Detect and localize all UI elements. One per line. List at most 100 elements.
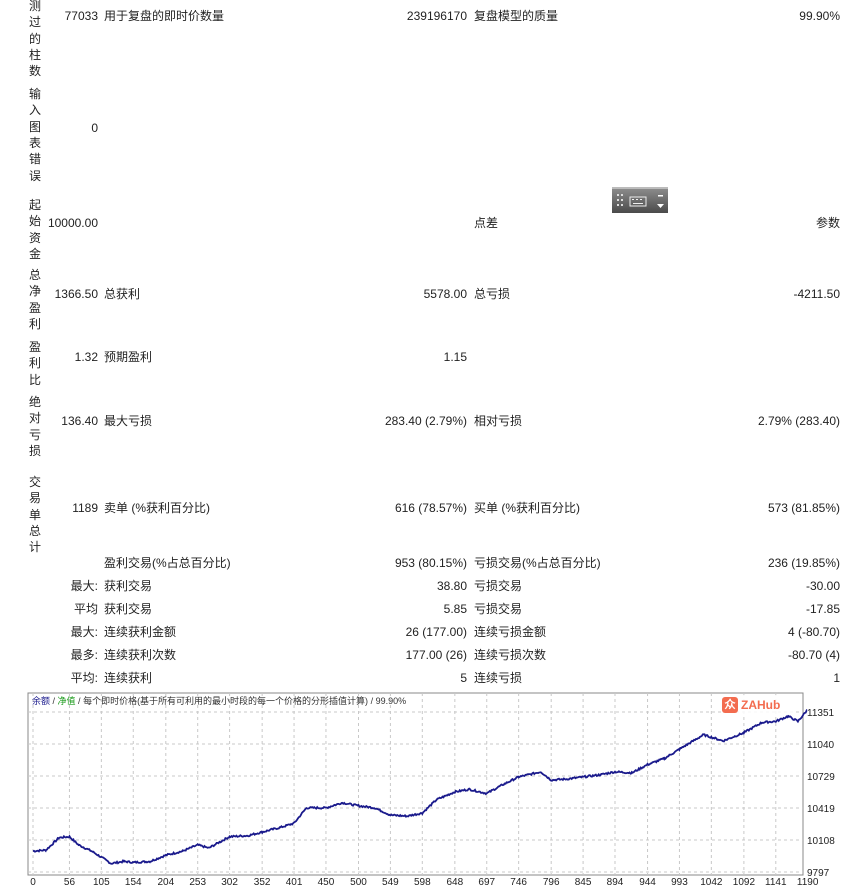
balance-line xyxy=(32,709,808,865)
col2-label: 连续获利 xyxy=(104,671,153,685)
col2-label: 最大亏损 xyxy=(104,414,153,428)
x-tick-label: 154 xyxy=(125,877,142,888)
x-tick-label: 993 xyxy=(671,877,688,888)
col3-label: 亏损交易 xyxy=(474,579,523,593)
col3-value: -17.85 xyxy=(805,602,840,616)
row-label-char: 误 xyxy=(28,168,41,183)
col3-value: 1 xyxy=(833,671,840,685)
x-tick-label: 796 xyxy=(543,877,560,888)
row-label-char: 输 xyxy=(28,87,41,101)
col2-label: 连续获利金额 xyxy=(104,625,177,639)
row-value: 136.40 xyxy=(61,414,98,428)
y-tick-label: 10419 xyxy=(807,804,835,815)
y-tick-label: 10729 xyxy=(807,772,835,783)
row-label-char: 金 xyxy=(28,246,41,261)
row-label-char: 过 xyxy=(28,15,41,30)
col2-value: 5.85 xyxy=(443,602,467,616)
row-label-char: 交 xyxy=(28,475,41,489)
row-value: 1.32 xyxy=(74,350,98,364)
x-tick-label: 56 xyxy=(64,877,76,888)
col2-label: 预期盈利 xyxy=(104,350,153,364)
legend-description: 每个即时价格(基于所有可利用的最小时段的每一个价格的分形插值计算) xyxy=(83,695,368,706)
row-value: 10000.00 xyxy=(47,216,98,230)
col3-value: 2.79% (283.40) xyxy=(757,414,840,428)
row-label-char: 利 xyxy=(28,356,41,371)
x-tick-label: 549 xyxy=(382,877,399,888)
row-label-char: 比 xyxy=(28,372,41,387)
col3-label: 复盘模型的质量 xyxy=(474,9,559,23)
row-value: 1189 xyxy=(72,501,98,515)
watermark-text: ZAHub xyxy=(741,698,781,712)
col3-label: 点差 xyxy=(474,216,499,230)
x-tick-label: 302 xyxy=(221,877,238,888)
row-value: 1366.50 xyxy=(54,287,98,301)
row-label-char: 总 xyxy=(28,268,41,282)
row-label-char: 柱 xyxy=(28,47,41,62)
col2-value: 38.80 xyxy=(436,579,467,593)
col2-value: 283.40 (2.79%) xyxy=(384,414,467,428)
x-tick-label: 450 xyxy=(318,877,335,888)
balance-chart: 11351 11040 10729 10419 10108 9797 0 56 105 154 20… xyxy=(27,692,835,888)
row-label-char: 亏 xyxy=(28,427,41,442)
x-tick-label: 500 xyxy=(350,877,367,888)
col3-value: 4 (-80.70) xyxy=(787,625,840,639)
legend-equity: 净值 xyxy=(58,695,76,706)
row-label-char: 起 xyxy=(28,198,41,212)
col3-value: -30.00 xyxy=(805,579,840,593)
col2-value: 616 (78.57%) xyxy=(394,501,467,515)
row-label-char: 损 xyxy=(28,443,41,458)
row-label-char: 的 xyxy=(28,31,41,46)
col3-value: 99.90% xyxy=(799,9,840,23)
row-label-char: 表 xyxy=(28,135,41,150)
row-label-char: 净 xyxy=(28,284,41,299)
row-label-char: 资 xyxy=(28,230,41,245)
col2-value: 5 xyxy=(460,671,467,685)
sub-row-prefix: 最大: xyxy=(70,579,98,593)
row-label-char: 易 xyxy=(28,491,41,506)
row-label-char: 始 xyxy=(28,214,41,229)
col2-value: 1.15 xyxy=(443,350,467,364)
sub-row-prefix: 最大: xyxy=(70,625,98,639)
sub-row-prefix: 平均 xyxy=(73,602,98,616)
row-label-char: 盈 xyxy=(28,340,41,354)
x-tick-label: 1092 xyxy=(733,877,756,888)
row-value: 77033 xyxy=(64,9,98,23)
col3-label: 连续亏损次数 xyxy=(474,648,547,662)
col3-label: 总亏损 xyxy=(474,287,511,301)
floating-toolbar[interactable] xyxy=(612,187,668,213)
x-tick-label: 1190 xyxy=(797,877,819,888)
watermark-logo: 众 ZAHub xyxy=(722,695,796,715)
x-tick-label: 352 xyxy=(254,877,271,888)
legend-sep: / xyxy=(76,696,84,706)
row-label-char: 利 xyxy=(28,316,41,331)
col3-label: 连续亏损金额 xyxy=(474,625,547,639)
x-tick-label: 105 xyxy=(93,877,110,888)
row-label-char: 对 xyxy=(28,411,41,426)
x-tick-label: 944 xyxy=(639,877,656,888)
col2-label: 连续获利次数 xyxy=(104,648,177,662)
keyboard-icon[interactable] xyxy=(612,189,668,213)
row-value: 0 xyxy=(91,121,98,135)
y-tick-label: 11351 xyxy=(807,708,835,719)
row-label-char: 单 xyxy=(28,507,41,522)
x-tick-label: 1042 xyxy=(700,877,723,888)
x-tick-label: 598 xyxy=(414,877,431,888)
row-label-char: 计 xyxy=(28,540,41,555)
sub-row-prefix: 最多: xyxy=(70,648,98,662)
row-label-char: 绝 xyxy=(28,395,41,409)
chart-legend: 余额 / 净值 / 每个即时价格(基于所有可利用的最小时段的每一个价格的分形插值… xyxy=(32,695,406,706)
sub-row-prefix: 平均: xyxy=(70,671,98,685)
y-tick-label: 9797 xyxy=(807,868,830,879)
plot-frame xyxy=(27,692,804,876)
col3-label: 亏损交易(%占总百分比) xyxy=(474,556,601,570)
row-label-char: 错 xyxy=(28,152,41,167)
col2-label: 用于复盘的即时价数量 xyxy=(104,9,225,23)
col3-value: 573 (81.85%) xyxy=(767,501,840,515)
x-tick-label: 697 xyxy=(478,877,495,888)
col2-value: 5578.00 xyxy=(423,287,467,301)
zahub-logo-icon: 众 xyxy=(722,697,738,713)
legend-balance: 余额 xyxy=(32,695,50,706)
col2-value: 26 (177.00) xyxy=(405,625,467,639)
x-tick-label: 0 xyxy=(30,877,36,888)
row-label-char: 图 xyxy=(28,119,41,134)
